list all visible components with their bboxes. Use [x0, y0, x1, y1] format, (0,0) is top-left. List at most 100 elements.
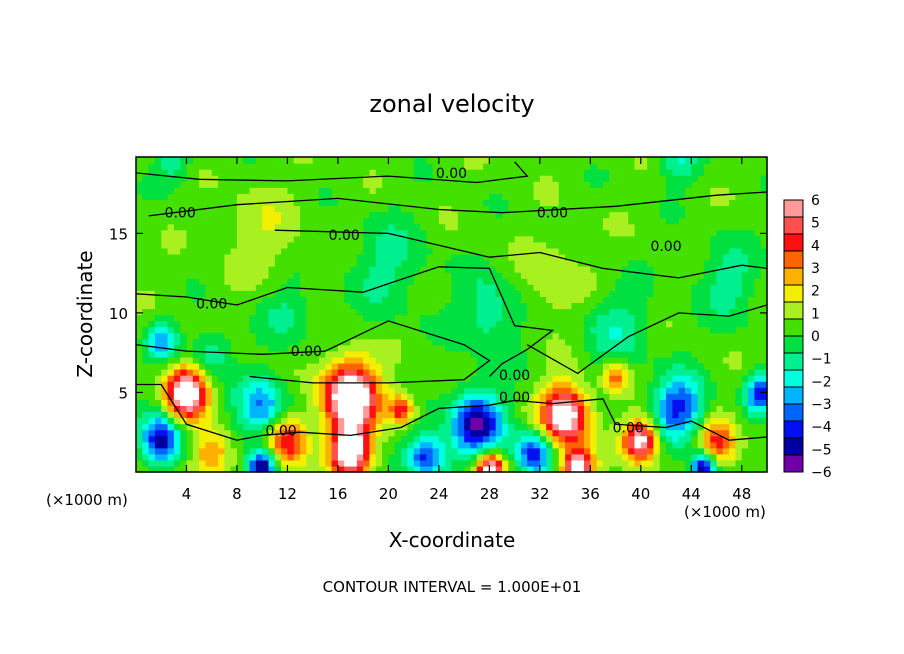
heatmap-cell	[508, 441, 516, 449]
heatmap-cell	[647, 459, 655, 467]
heatmap-cell	[199, 459, 207, 467]
heatmap-cell	[760, 320, 768, 328]
heatmap-cell	[729, 441, 737, 449]
heatmap-cell	[741, 417, 749, 425]
heatmap-cell	[659, 320, 667, 328]
heatmap-cell	[710, 259, 718, 267]
heatmap-cell	[552, 411, 560, 419]
heatmap-cell	[255, 423, 263, 431]
heatmap-cell	[337, 235, 345, 243]
heatmap-cell	[350, 465, 358, 473]
heatmap-cell	[413, 375, 421, 382]
heatmap-cell	[186, 266, 194, 273]
heatmap-cell	[539, 199, 547, 207]
heatmap-cell	[508, 393, 516, 400]
heatmap-cell	[148, 387, 156, 394]
heatmap-cell	[710, 175, 718, 182]
heatmap-cell	[255, 266, 263, 273]
heatmap-cell	[451, 441, 459, 449]
heatmap-cell	[293, 405, 301, 413]
heatmap-cell	[306, 241, 314, 249]
heatmap-cell	[470, 259, 478, 267]
heatmap-cell	[236, 247, 244, 255]
heatmap-cell	[760, 332, 768, 340]
heatmap-cell	[312, 175, 320, 182]
heatmap-cell	[407, 229, 415, 237]
heatmap-cell	[476, 459, 484, 467]
heatmap-cell	[464, 253, 472, 261]
heatmap-cell	[268, 169, 276, 176]
heatmap-cell	[312, 362, 320, 370]
heatmap-cell	[167, 350, 175, 358]
heatmap-cell	[590, 308, 598, 316]
heatmap-cell	[407, 411, 415, 419]
heatmap-cell	[350, 344, 358, 352]
heatmap-cell	[489, 308, 497, 316]
heatmap-cell	[596, 253, 604, 261]
heatmap-cell	[514, 205, 522, 213]
heatmap-cell	[382, 199, 389, 207]
heatmap-cell	[426, 308, 434, 316]
heatmap-cell	[672, 453, 680, 461]
heatmap-cell	[224, 187, 232, 194]
heatmap-cell	[666, 320, 673, 328]
heatmap-cell	[716, 423, 724, 431]
heatmap-cell	[148, 223, 156, 231]
heatmap-cell	[514, 229, 522, 237]
heatmap-cell	[413, 205, 421, 213]
heatmap-cell	[483, 296, 490, 303]
heatmap-cell	[684, 259, 692, 267]
heatmap-cell	[192, 399, 200, 406]
heatmap-cell	[527, 423, 535, 431]
heatmap-cell	[293, 223, 301, 231]
heatmap-cell	[722, 453, 730, 461]
heatmap-cell	[558, 338, 566, 346]
heatmap-cell	[369, 223, 377, 231]
heatmap-cell	[255, 290, 263, 297]
heatmap-cell	[703, 344, 711, 352]
heatmap-cell	[476, 217, 484, 225]
heatmap-cell	[325, 193, 333, 201]
heatmap-cell	[533, 253, 541, 261]
heatmap-cell	[464, 356, 472, 364]
heatmap-cell	[495, 459, 503, 467]
heatmap-cell	[369, 417, 377, 425]
heatmap-cell	[628, 199, 636, 207]
heatmap-cell	[697, 266, 705, 273]
heatmap-cell	[255, 447, 263, 455]
heatmap-cell	[703, 284, 711, 291]
heatmap-cell	[325, 308, 333, 316]
heatmap-cell	[659, 326, 667, 334]
heatmap-cell	[325, 272, 333, 279]
heatmap-cell	[760, 211, 768, 219]
heatmap-cell	[224, 362, 232, 370]
heatmap-cell	[590, 296, 598, 303]
heatmap-cell	[539, 253, 547, 261]
heatmap-cell	[224, 375, 232, 382]
heatmap-cell	[457, 435, 465, 443]
heatmap-cell	[274, 272, 282, 279]
heatmap-cell	[552, 320, 560, 328]
heatmap-cell	[375, 247, 383, 255]
heatmap-cell	[438, 259, 446, 267]
heatmap-cell	[691, 272, 699, 279]
heatmap-cell	[344, 338, 352, 346]
heatmap-cell	[344, 356, 352, 364]
heatmap-cell	[344, 314, 352, 322]
heatmap-cell	[211, 199, 219, 207]
heatmap-cell	[552, 381, 560, 388]
heatmap-cell	[495, 417, 503, 425]
heatmap-cell	[281, 350, 289, 358]
heatmap-cell	[621, 393, 629, 400]
heatmap-cell	[476, 429, 484, 437]
heatmap-cell	[426, 187, 434, 194]
heatmap-cell	[407, 453, 415, 461]
heatmap-cell	[678, 441, 686, 449]
heatmap-cell	[369, 344, 377, 352]
heatmap-cell	[539, 314, 547, 322]
heatmap-cell	[457, 393, 465, 400]
heatmap-cell	[369, 187, 377, 194]
heatmap-cell	[451, 405, 459, 413]
heatmap-cell	[274, 356, 282, 364]
heatmap-cell	[666, 278, 673, 285]
